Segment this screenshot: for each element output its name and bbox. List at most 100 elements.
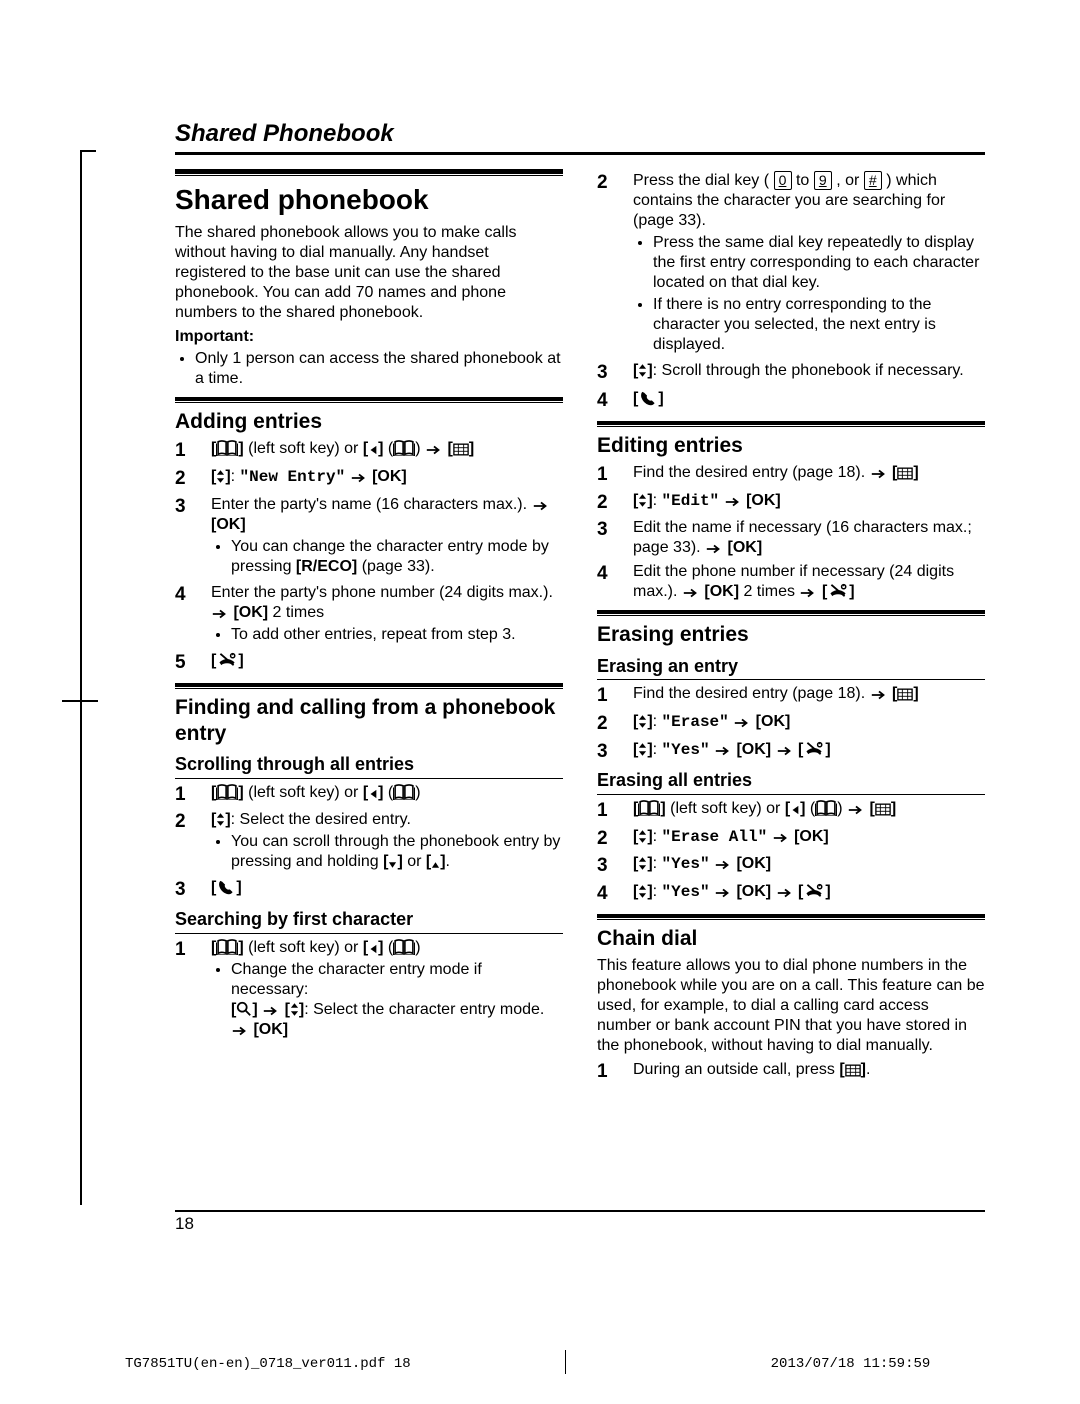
intro-text: The shared phonebook allows you to make … [175, 223, 563, 323]
arrow-icon [425, 444, 443, 456]
arrow-icon [682, 587, 700, 599]
updown-icon [638, 742, 647, 757]
arrow-icon [231, 1025, 249, 1037]
talk-icon [216, 878, 236, 895]
arrow-icon [714, 887, 732, 899]
list-item: Change the character entry mode if neces… [231, 960, 563, 1040]
pdf-info-footer: TG7851TU(en-en)_0718_ver011.pdf 18 2013/… [125, 1356, 1005, 1372]
text: Enter the party's phone number (24 digit… [211, 584, 553, 601]
updown-icon [638, 829, 647, 844]
text: During an outside call, press [633, 1061, 839, 1078]
book-icon [393, 440, 415, 456]
column-right: 2 Press the dial key ( 0 to 9 , or # ) w… [597, 167, 985, 1088]
updown-icon [638, 363, 647, 378]
step: 1 [] (left soft key) or [] () [175, 783, 563, 807]
text: Scroll through the phonebook if necessar… [662, 362, 964, 379]
pdf-filename: TG7851TU(en-en)_0718_ver011.pdf 18 [125, 1356, 411, 1372]
text: Enter the party's name (16 characters ma… [211, 496, 527, 513]
crop-tick-mid [62, 700, 98, 702]
text: Press the dial key ( [633, 172, 769, 189]
step-number: 2 [597, 171, 633, 195]
ok-key: [OK] [372, 468, 407, 485]
page-number: 18 [175, 1214, 194, 1233]
main-heading: Shared phonebook [175, 182, 563, 217]
code-text: "New Entry" [240, 468, 346, 486]
book-icon [216, 784, 238, 800]
text: (left soft key) or [248, 784, 358, 801]
pdf-timestamp: 2013/07/18 11:59:59 [771, 1356, 931, 1372]
updown-icon [638, 493, 647, 508]
grid-icon [845, 1064, 861, 1077]
erasing-entry-heading: Erasing an entry [597, 655, 985, 681]
step-number: 3 [175, 495, 211, 519]
step-number: 4 [597, 389, 633, 413]
text: Edit the name if necessary (16 character… [633, 519, 972, 556]
arrow-icon [776, 745, 794, 757]
arrow-icon [714, 745, 732, 757]
step: 4 Enter the party's phone number (24 dig… [175, 583, 563, 647]
updown-icon [216, 812, 225, 827]
grid-icon [897, 688, 913, 701]
code-text: "Yes" [662, 741, 710, 759]
step-number: 3 [597, 854, 633, 878]
chain-body: This feature allows you to dial phone nu… [597, 956, 985, 1056]
step-number: 2 [175, 810, 211, 834]
text: (left soft key) or [670, 800, 780, 817]
column-left: Shared phonebook The shared phonebook al… [175, 167, 563, 1088]
grid-icon [897, 467, 913, 480]
step-number: 4 [597, 882, 633, 906]
rule [175, 169, 563, 176]
talk-icon [638, 389, 658, 406]
text: Find the desired entry (page 18). [633, 464, 865, 481]
keycap-0: 0 [774, 171, 792, 190]
step-number: 2 [175, 467, 211, 491]
step: 2 []: "Edit" [OK] [597, 491, 985, 515]
book-icon [393, 784, 415, 800]
code-text: "Yes" [662, 883, 710, 901]
left-icon [368, 943, 378, 955]
step: 2 []: "Erase" [OK] [597, 712, 985, 736]
arrow-icon [733, 717, 751, 729]
arrow-icon [211, 608, 229, 620]
step: 1 During an outside call, press []. [597, 1060, 985, 1084]
arrow-icon [724, 496, 742, 508]
scroll-heading: Scrolling through all entries [175, 753, 563, 779]
crop-bar [80, 150, 82, 1205]
arrow-icon [772, 832, 790, 844]
list-item: Press the same dial key repeatedly to di… [653, 233, 985, 293]
step: 2 []: "New Entry" [OK] [175, 467, 563, 491]
updown-icon [290, 1002, 299, 1017]
book-icon [815, 800, 837, 816]
step-number: 2 [597, 712, 633, 736]
text: Select the desired entry. [240, 811, 411, 828]
step: 4 Edit the phone number if necessary (24… [597, 562, 985, 602]
keycap-9: 9 [814, 171, 832, 190]
book-icon [638, 800, 660, 816]
erasing-all-heading: Erasing all entries [597, 769, 985, 795]
step-number: 3 [175, 878, 211, 902]
divider [565, 1350, 566, 1374]
grid-icon [453, 443, 469, 456]
arrow-icon [262, 1005, 280, 1017]
code-text: "Yes" [662, 855, 710, 873]
step: 1 Find the desired entry (page 18). [] [597, 463, 985, 487]
list-item: To add other entries, repeat from step 3… [231, 625, 563, 645]
arrow-icon [776, 887, 794, 899]
step: 2 []: Select the desired entry. You can … [175, 810, 563, 874]
left-icon [368, 444, 378, 456]
search-heading: Searching by first character [175, 908, 563, 934]
step-number: 3 [597, 518, 633, 542]
end-call-icon [827, 582, 849, 599]
chain-dial-heading: Chain dial [597, 926, 985, 952]
code-text: "Erase" [662, 713, 729, 731]
important-item: Only 1 person can access the shared phon… [195, 349, 563, 389]
end-call-icon [803, 882, 825, 899]
step: 3 [] [175, 878, 563, 902]
step-number: 2 [597, 491, 633, 515]
important-label: Important: [175, 327, 563, 347]
step: 4 []: "Yes" [OK] [] [597, 882, 985, 906]
arrow-icon [847, 804, 865, 816]
step-number: 5 [175, 651, 211, 675]
code-text: "Edit" [662, 492, 720, 510]
rule [597, 914, 985, 920]
